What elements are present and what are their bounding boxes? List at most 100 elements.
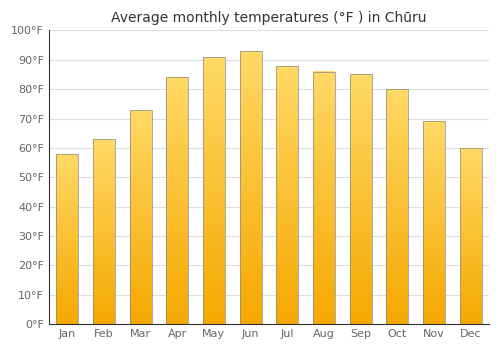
Bar xyxy=(313,130,335,132)
Bar xyxy=(56,315,78,317)
Bar xyxy=(350,109,372,112)
Bar xyxy=(313,220,335,223)
Bar xyxy=(386,188,408,190)
Bar xyxy=(240,302,262,305)
Bar xyxy=(423,196,445,198)
Bar xyxy=(276,236,298,239)
Bar xyxy=(386,162,408,164)
Bar xyxy=(276,233,298,236)
Bar xyxy=(203,228,225,231)
Bar xyxy=(56,312,78,314)
Bar xyxy=(313,223,335,225)
Bar xyxy=(166,277,188,280)
Bar xyxy=(56,220,78,222)
Bar xyxy=(350,75,372,324)
Bar xyxy=(350,132,372,134)
Bar xyxy=(386,148,408,150)
Bar xyxy=(276,282,298,285)
Bar xyxy=(350,312,372,314)
Bar xyxy=(166,156,188,159)
Bar xyxy=(56,310,78,312)
Bar xyxy=(460,218,481,220)
Bar xyxy=(423,202,445,204)
Bar xyxy=(166,250,188,252)
Bar xyxy=(93,139,115,324)
Bar xyxy=(240,234,262,237)
Bar xyxy=(93,243,115,245)
Bar xyxy=(56,273,78,275)
Bar xyxy=(130,309,152,311)
Bar xyxy=(203,99,225,102)
Bar xyxy=(423,322,445,324)
Bar xyxy=(56,293,78,295)
Bar xyxy=(460,229,481,231)
Bar xyxy=(56,244,78,246)
Bar xyxy=(423,141,445,144)
Bar xyxy=(423,130,445,132)
Bar xyxy=(386,291,408,294)
Bar xyxy=(423,281,445,284)
Bar xyxy=(276,308,298,311)
Bar xyxy=(56,309,78,310)
Bar xyxy=(350,296,372,299)
Bar xyxy=(350,127,372,130)
Bar xyxy=(460,292,481,294)
Bar xyxy=(350,232,372,234)
Bar xyxy=(423,127,445,130)
Bar xyxy=(386,197,408,199)
Bar xyxy=(313,304,335,306)
Bar xyxy=(460,190,481,192)
Bar xyxy=(203,177,225,180)
Bar xyxy=(240,247,262,250)
Bar xyxy=(313,92,335,94)
Bar xyxy=(56,174,78,176)
Bar xyxy=(93,207,115,209)
Bar xyxy=(313,132,335,135)
Bar xyxy=(203,300,225,303)
Bar xyxy=(276,187,298,190)
Bar xyxy=(166,92,188,95)
Bar xyxy=(460,158,481,160)
Bar xyxy=(166,149,188,152)
Bar xyxy=(350,122,372,124)
Bar xyxy=(386,160,408,162)
Bar xyxy=(460,162,481,164)
Bar xyxy=(240,56,262,59)
Bar xyxy=(166,265,188,267)
Bar xyxy=(350,134,372,137)
Bar xyxy=(386,228,408,230)
Bar xyxy=(130,258,152,260)
Bar xyxy=(386,293,408,296)
Bar xyxy=(93,313,115,315)
Bar xyxy=(130,268,152,271)
Bar xyxy=(240,89,262,92)
Bar xyxy=(423,285,445,288)
Bar xyxy=(460,317,481,319)
Bar xyxy=(130,307,152,309)
Bar xyxy=(203,75,225,78)
Bar xyxy=(130,202,152,204)
Bar xyxy=(240,114,262,117)
Bar xyxy=(276,280,298,283)
Bar xyxy=(56,281,78,283)
Bar xyxy=(313,248,335,251)
Bar xyxy=(350,169,372,172)
Bar xyxy=(93,239,115,241)
Bar xyxy=(203,155,225,159)
Bar xyxy=(460,173,481,174)
Bar xyxy=(130,311,152,313)
Bar xyxy=(276,161,298,164)
Bar xyxy=(166,181,188,183)
Bar xyxy=(240,176,262,179)
Bar xyxy=(203,252,225,254)
Bar xyxy=(460,215,481,217)
Bar xyxy=(313,311,335,314)
Bar xyxy=(313,140,335,142)
Bar xyxy=(423,295,445,298)
Bar xyxy=(350,177,372,179)
Bar xyxy=(276,298,298,301)
Bar xyxy=(203,260,225,262)
Bar xyxy=(313,127,335,130)
Bar xyxy=(460,245,481,246)
Bar xyxy=(93,252,115,254)
